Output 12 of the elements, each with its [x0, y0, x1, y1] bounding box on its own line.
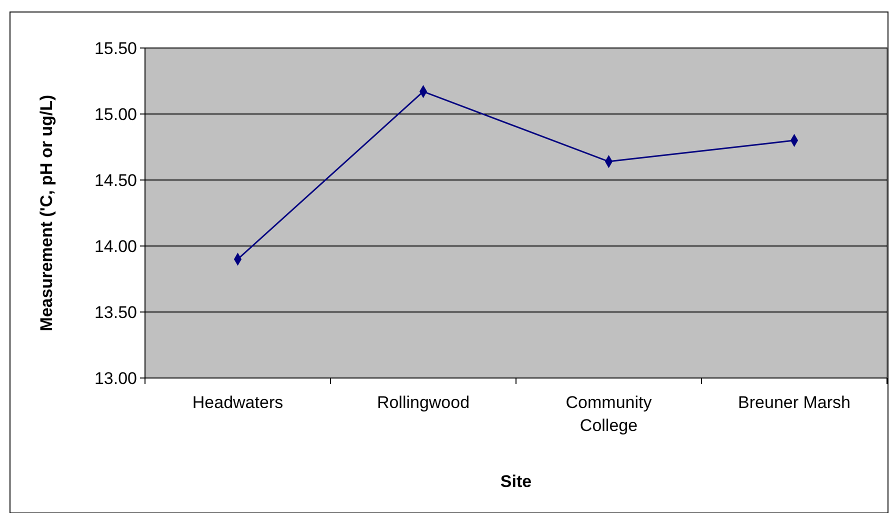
y-tick-label: 14.50 [94, 170, 137, 190]
y-tick-label: 13.50 [94, 302, 137, 322]
x-axis-title: Site [500, 472, 532, 491]
x-tick-label: Rollingwood [376, 393, 470, 412]
x-tick-label: Community College [566, 393, 652, 435]
x-tick-label: Breuner Marsh [738, 393, 850, 412]
y-tick-label: 15.00 [94, 104, 137, 124]
y-tick-label: 13.00 [94, 368, 137, 388]
y-tick-label: 14.00 [94, 236, 137, 256]
y-axis-title: Measurement ('C, pH or ug/L) [37, 94, 56, 332]
y-tick-label: 15.50 [94, 38, 137, 58]
x-tick-label: Headwaters [192, 393, 284, 412]
